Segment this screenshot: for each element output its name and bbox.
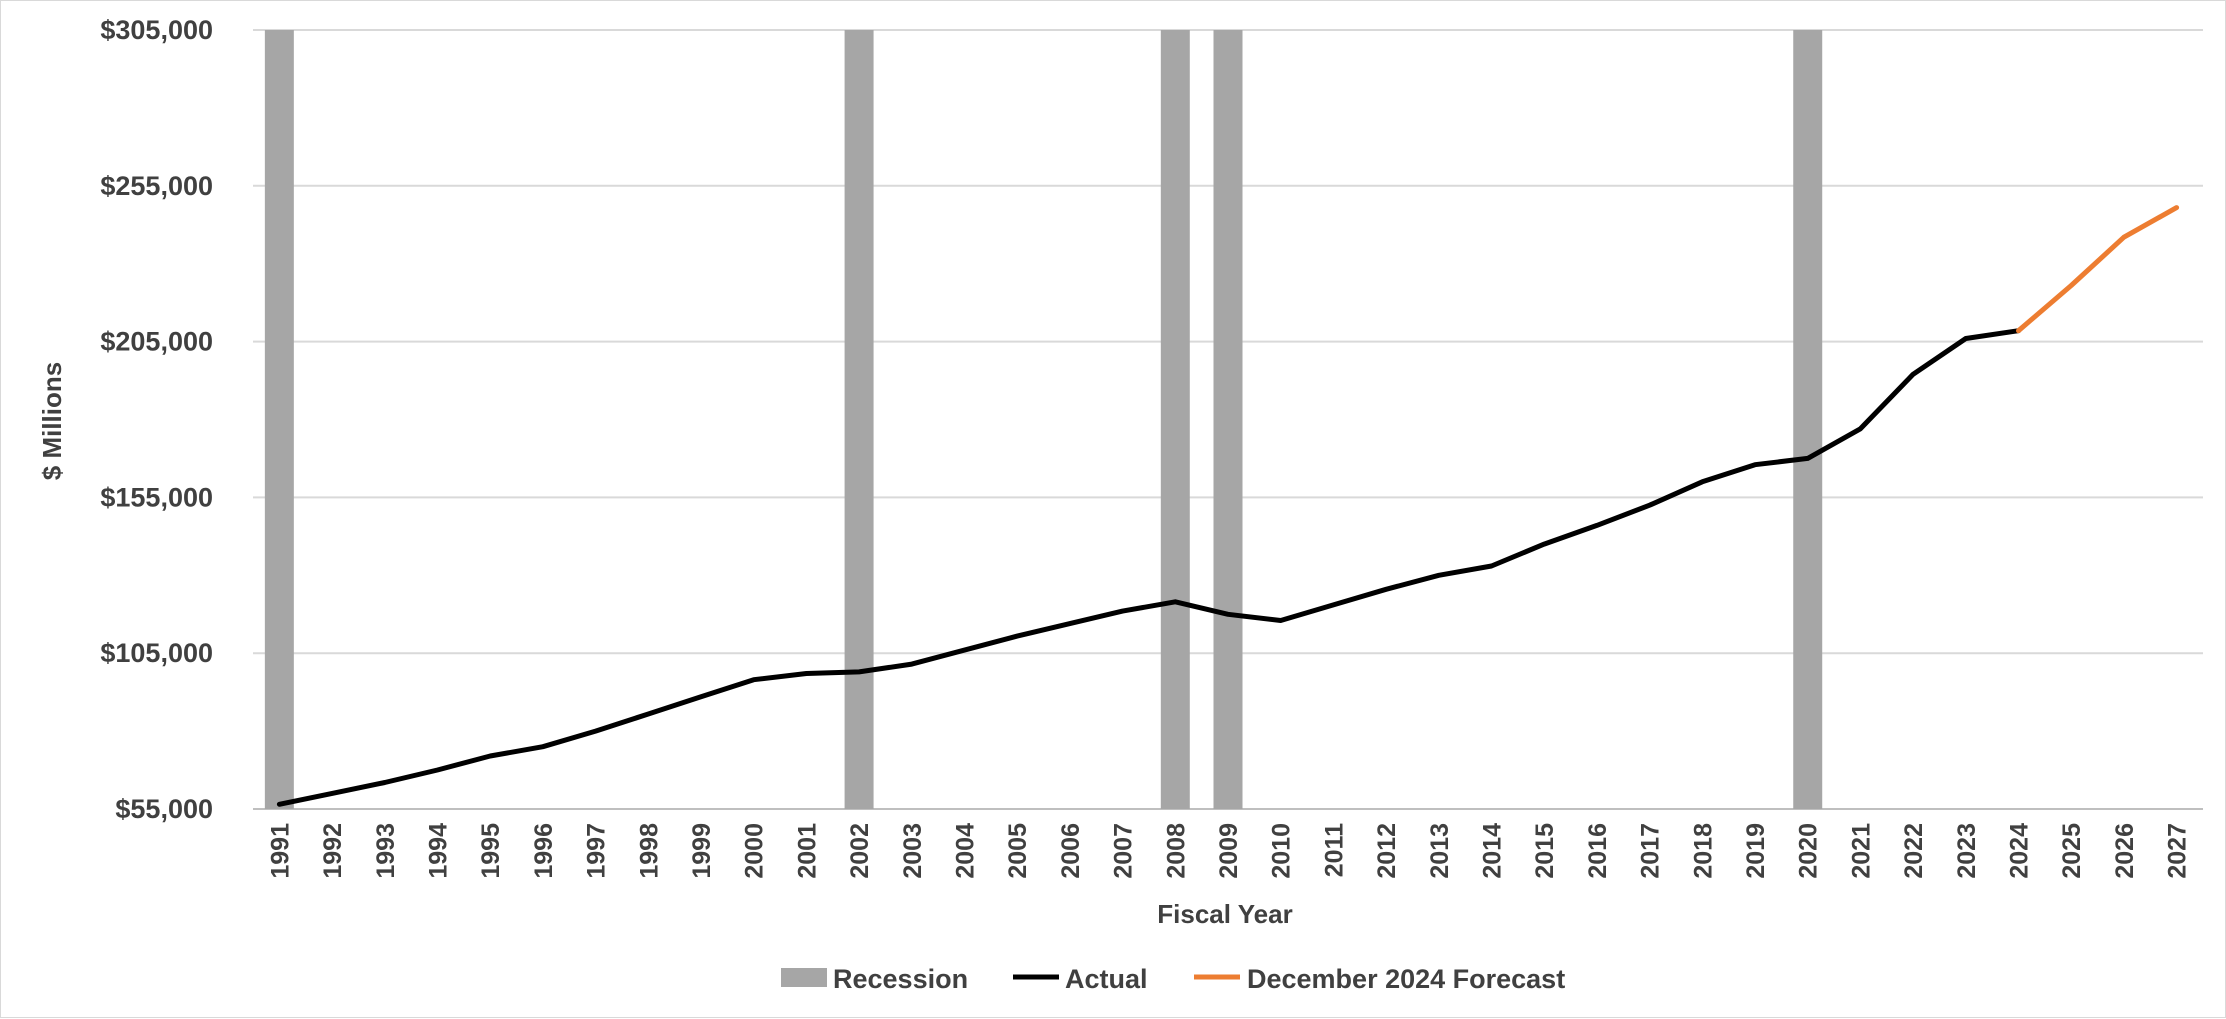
x-tick-label: 1992: [319, 823, 347, 879]
recession-bar: [1213, 30, 1243, 809]
x-tick-label: 2012: [1373, 823, 1401, 879]
series-lines: [276, 205, 2180, 807]
y-tick-label: $155,000: [100, 482, 213, 512]
recession-bar: [264, 30, 294, 809]
y-tick-label: $305,000: [100, 15, 213, 45]
x-tick-label: 2003: [899, 823, 927, 879]
x-tick-label: 2010: [1268, 823, 1296, 879]
x-tick-label: 1994: [424, 823, 452, 879]
x-tick-label: 2025: [2058, 823, 2086, 879]
x-tick-label: 1997: [583, 823, 611, 879]
x-tick-label: 2020: [1795, 823, 1823, 879]
y-tick-label: $205,000: [100, 327, 213, 357]
x-tick-label: 2006: [1057, 823, 1085, 879]
y-tick-label: $55,000: [115, 794, 213, 824]
recession-bar: [1793, 30, 1823, 809]
recession-bars: [264, 30, 1823, 809]
x-tick-label: 2019: [1742, 823, 1770, 879]
x-tick-label: 1999: [688, 823, 716, 879]
legend-label: Recession: [833, 964, 968, 994]
x-tick-label: 2008: [1162, 823, 1190, 879]
x-tick-label: 2022: [1900, 823, 1928, 879]
legend-label: December 2024 Forecast: [1247, 964, 1565, 994]
y-tick-label: $255,000: [100, 171, 213, 201]
x-tick-label: 2018: [1689, 823, 1717, 879]
x-tick-label: 2007: [1110, 823, 1138, 879]
x-tick-label: 2026: [2111, 823, 2139, 879]
x-tick-label: 2000: [741, 823, 769, 879]
x-tick-label: 2023: [1953, 823, 1981, 879]
x-tick-label: 2013: [1426, 823, 1454, 879]
x-tick-label: 1995: [477, 823, 505, 879]
x-tick-label: 2004: [951, 823, 979, 879]
x-tick-label: 2027: [2164, 823, 2192, 879]
x-axis-title: Fiscal Year: [1157, 899, 1292, 929]
x-tick-label: 2001: [793, 823, 821, 879]
x-tick-label: 2002: [846, 823, 874, 879]
x-tick-label: 2024: [2006, 823, 2034, 879]
x-tick-label: 1998: [635, 823, 663, 879]
x-tick-label: 2015: [1531, 823, 1559, 879]
y-axis-title: $ Millions: [37, 362, 67, 480]
legend: Recession Actual December 2024 Forecast: [781, 964, 1565, 994]
x-tick-label: 2017: [1637, 823, 1665, 879]
legend-marker-box: [781, 968, 827, 987]
x-tick-label: 1993: [372, 823, 400, 879]
x-tick-label: 2021: [1847, 823, 1875, 879]
legend-label: Actual: [1065, 964, 1148, 994]
recession-bar: [844, 30, 874, 809]
y-axis-ticks: $55,000 $105,000 $155,000 $205,000 $255,000 $…: [100, 15, 213, 824]
y-tick-label: $105,000: [100, 638, 213, 668]
series-line: [2016, 205, 2180, 334]
x-tick-label: 1996: [530, 823, 558, 879]
x-axis-ticks: 1991 1992 1993 1994 1995 1996 1997 1998 1999 2000…: [266, 823, 2191, 879]
x-tick-label: 2005: [1004, 823, 1032, 879]
x-tick-label: 2011: [1320, 823, 1348, 877]
series-line: [276, 328, 2021, 807]
x-tick-label: 1991: [266, 823, 294, 879]
x-tick-label: 2014: [1479, 823, 1507, 879]
recession-bar: [1160, 30, 1190, 809]
x-tick-label: 2009: [1215, 823, 1243, 879]
x-tick-label: 2016: [1584, 823, 1612, 879]
